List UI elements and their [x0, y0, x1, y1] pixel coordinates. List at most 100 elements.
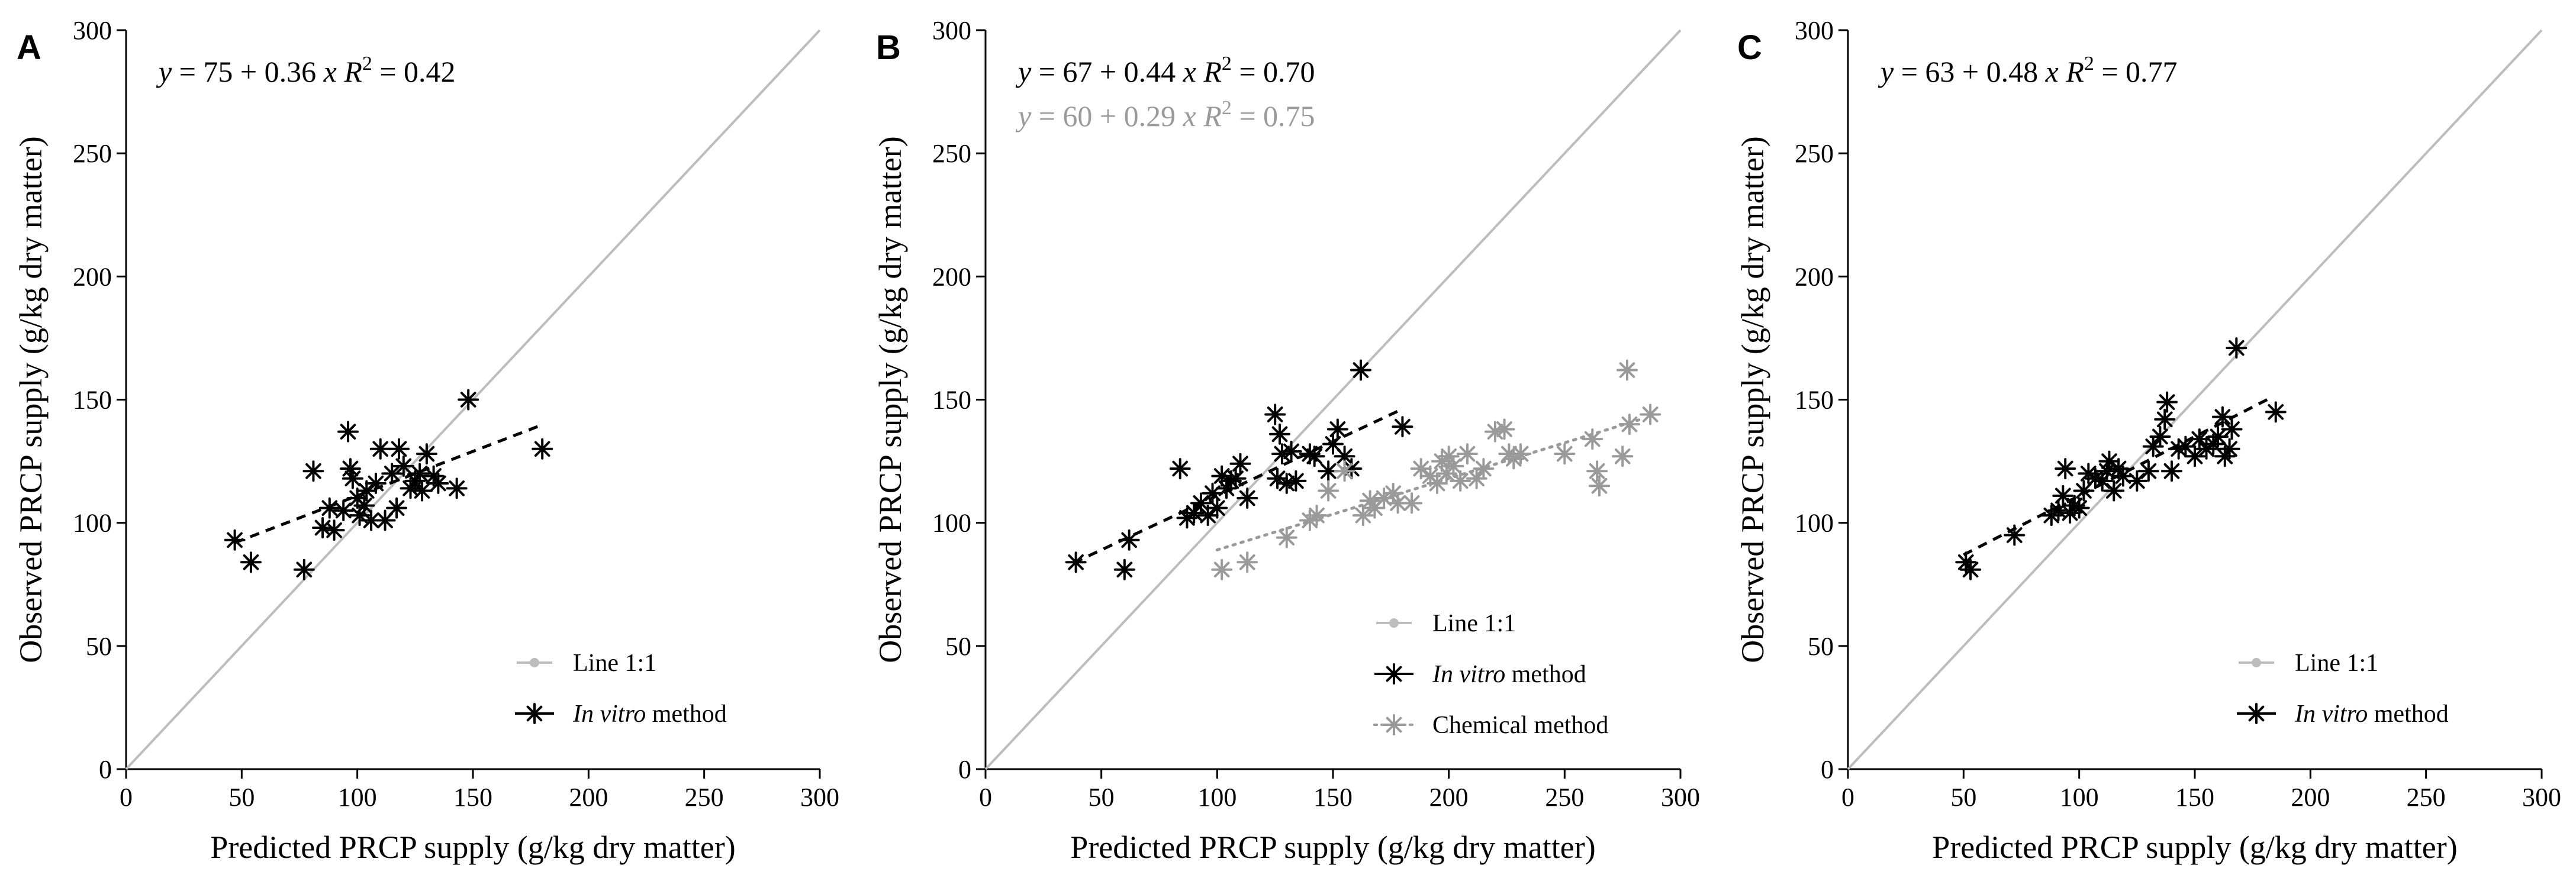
legend-label: In vitro method	[1432, 661, 1586, 688]
y-tick-label: 300	[1795, 16, 1834, 45]
legend-asterisk-symbol	[1383, 663, 1405, 685]
x-tick-label: 100	[1197, 783, 1237, 812]
y-axis-title: Observed PRCP supply (g/kg dry matter)	[872, 136, 908, 663]
invitro-data-point	[2184, 446, 2205, 467]
chemical-data-point	[1211, 559, 1233, 580]
invitro-data-point	[1118, 529, 1140, 551]
x-tick-label: 150	[453, 783, 492, 812]
legend-label: Line 1:1	[573, 650, 656, 677]
chemical-data-point	[1456, 443, 1478, 465]
invitro-data-point	[1202, 482, 1223, 504]
x-tick-label: 250	[1545, 783, 1584, 812]
y-tick-label: 250	[73, 139, 112, 168]
chemical-data-point	[1306, 505, 1328, 527]
y-tick-label: 200	[73, 262, 112, 291]
x-tick-label: 150	[1313, 783, 1353, 812]
chemical-data-point	[1442, 455, 1464, 477]
legend-item-identity: Line 1:1	[1376, 610, 1516, 637]
invitro-data-point	[409, 463, 431, 485]
y-tick-label: 200	[932, 262, 971, 291]
x-tick-label: 100	[338, 783, 377, 812]
y-tick-label: 50	[1808, 632, 1834, 661]
invitro-equation: y = 67 + 0.44 x R2 = 0.70	[1015, 53, 1315, 88]
legend-item-identity: Line 1:1	[2239, 650, 2378, 677]
panel-label: C	[1737, 28, 1762, 67]
invitro-data-point	[1113, 559, 1135, 580]
invitro-data-point	[392, 455, 414, 477]
invitro-data-point	[1322, 433, 1344, 455]
y-tick-label: 200	[1795, 262, 1834, 291]
y-tick-label: 250	[1795, 139, 1834, 168]
invitro-data-point	[1392, 416, 1413, 438]
invitro-data-point	[2149, 425, 2171, 447]
invitro-data-point	[427, 473, 449, 495]
chemical-equation: y = 60 + 0.29 x R2 = 0.75	[1015, 97, 1315, 133]
x-tick-label: 0	[1841, 783, 1854, 812]
invitro-data-point	[337, 421, 359, 443]
invitro-data-point	[1326, 418, 1348, 440]
x-tick-label: 200	[2291, 783, 2330, 812]
invitro-data-point	[388, 438, 410, 460]
y-tick-label: 100	[932, 509, 971, 538]
invitro-data-point	[1264, 404, 1286, 425]
y-tick-label: 0	[1821, 755, 1834, 784]
legend-asterisk-symbol	[1383, 714, 1405, 735]
legend-dot-symbol	[530, 658, 539, 667]
y-tick-label: 150	[932, 386, 971, 415]
chemical-data-point	[1493, 418, 1515, 440]
x-tick-label: 300	[800, 783, 839, 812]
x-tick-label: 0	[979, 783, 992, 812]
legend-item-invitro: In vitro method	[1374, 661, 1586, 688]
invitro-data-point	[1960, 559, 1982, 580]
invitro-data-point	[2073, 480, 2095, 502]
invitro-data-point	[2103, 480, 2125, 502]
chemical-data-point	[1640, 404, 1661, 425]
x-tick-label: 200	[1429, 783, 1469, 812]
y-tick-label: 50	[945, 632, 971, 661]
invitro-data-point	[411, 480, 433, 502]
invitro-data-point	[323, 519, 345, 541]
chemical-data-point	[1276, 527, 1297, 548]
invitro-data-point	[1268, 423, 1290, 445]
invitro-data-point	[224, 529, 246, 551]
invitro-data-point	[1285, 470, 1307, 492]
invitro-data-point	[386, 497, 408, 519]
invitro-data-point	[369, 438, 391, 460]
x-tick-label: 250	[2407, 783, 2446, 812]
invitro-data-point	[1225, 467, 1247, 489]
invitro-data-point	[446, 477, 468, 499]
y-tick-label: 150	[73, 386, 112, 415]
invitro-data-point	[374, 509, 396, 531]
legend-label: Line 1:1	[2295, 650, 2378, 677]
chemical-data-point	[1554, 443, 1576, 465]
panel-c: C 0 50 100 150 200 250 300 0 50 100 150 200 250 300 Pre…	[1735, 16, 2561, 865]
invitro-data-point	[2218, 438, 2240, 460]
y-tick-label: 50	[86, 632, 112, 661]
chemical-data-point	[1473, 458, 1495, 480]
chemical-data-point	[1450, 470, 1471, 492]
legend-label: In vitro method	[2294, 701, 2449, 728]
invitro-data-point	[2068, 497, 2090, 519]
chemical-data-point	[1509, 443, 1531, 465]
x-tick-label: 200	[569, 783, 608, 812]
y-tick-label: 100	[73, 509, 112, 538]
x-tick-label: 50	[1950, 783, 1976, 812]
invitro-data-point	[2160, 460, 2182, 482]
identity-line	[984, 29, 1682, 770]
invitro-data-point	[2221, 418, 2243, 440]
legend-asterisk-symbol	[524, 703, 545, 724]
invitro-data-point	[2040, 505, 2062, 527]
y-tick-label: 300	[73, 16, 112, 45]
invitro-data-point	[1065, 551, 1087, 573]
chemical-data-point	[1586, 460, 1608, 482]
invitro-data-point	[356, 480, 378, 502]
invitro-data-point	[333, 499, 355, 521]
chemical-data-point	[1237, 551, 1258, 573]
chemical-data-point	[1484, 421, 1506, 443]
invitro-data-point	[2052, 485, 2074, 506]
x-tick-label: 150	[2175, 783, 2214, 812]
invitro-data-point	[342, 467, 363, 489]
identity-line	[1847, 29, 2543, 770]
x-tick-label: 300	[1661, 783, 1700, 812]
chemical-data-point	[1616, 359, 1638, 381]
